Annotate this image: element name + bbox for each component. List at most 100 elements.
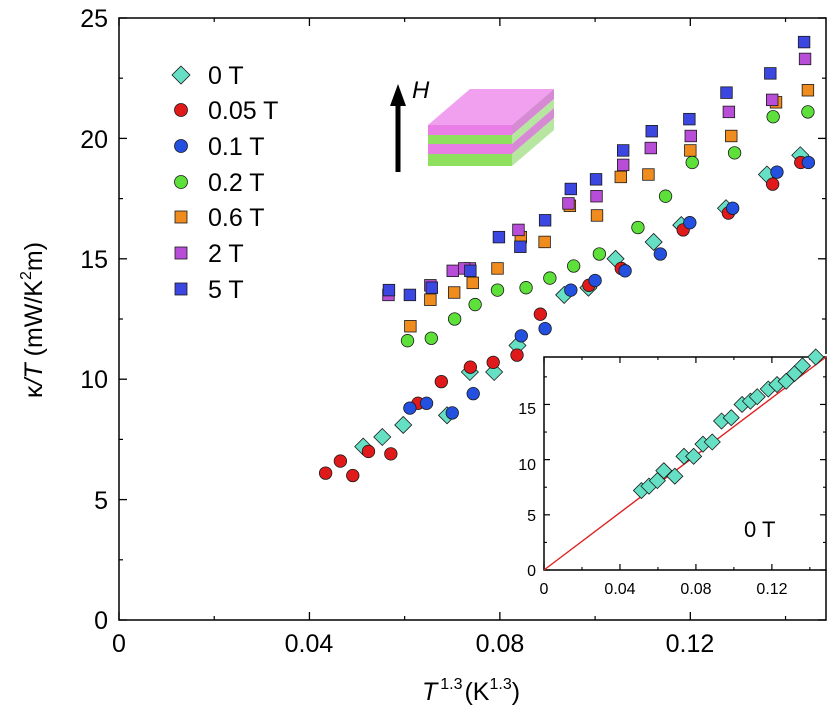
- y-tick-label-10: 10: [80, 366, 108, 394]
- data-point-2t: [446, 264, 459, 278]
- legend-item-5t: 5 T: [174, 276, 244, 304]
- data-point-0-05t: [766, 177, 780, 191]
- data-point-0-1t: [801, 155, 816, 170]
- data-point-0-2t: [685, 155, 699, 170]
- crystal-side-pink-2: [512, 108, 554, 154]
- data-point-0t: [485, 362, 504, 382]
- legend-item-0-1t: 0.1 T: [174, 133, 265, 161]
- data-point-2t: [798, 52, 812, 66]
- y-tick-label-25: 25: [80, 5, 108, 33]
- inset-x-tick-label-0-04: 0.04: [604, 581, 635, 598]
- data-point-2t: [512, 223, 525, 237]
- data-point-2t: [617, 158, 630, 172]
- data-point-0-2t: [801, 105, 815, 119]
- y-tick-label-5: 5: [94, 487, 108, 515]
- data-point-0-6t: [466, 276, 479, 290]
- crystal-layer-pink-1: [428, 125, 512, 135]
- inset-data-point: [807, 348, 825, 366]
- data-point-5t: [514, 240, 527, 253]
- data-point-0-05t: [486, 355, 500, 369]
- data-point-5t: [492, 230, 506, 244]
- x-axis-title: T 1.3(K1.3): [422, 676, 520, 706]
- series-0-2t: [400, 105, 815, 348]
- y-axis-title: κ/T (mW/K2m): [18, 242, 48, 398]
- data-point-5t: [764, 67, 777, 80]
- data-point-0-1t: [419, 396, 434, 410]
- inset-data-point: [793, 357, 812, 375]
- inset-data-point: [722, 409, 740, 427]
- legend-item-0-6t: 0.6 T: [174, 204, 265, 232]
- inset-y-tick-labels: 0 5 10 15: [518, 401, 536, 580]
- data-point-0-05t: [384, 447, 398, 461]
- x-tick-label-0-04: 0.04: [285, 630, 334, 658]
- field-annotation: H: [390, 77, 430, 172]
- y-title-unit-exp: 2: [18, 271, 35, 280]
- data-point-0-2t: [766, 110, 780, 124]
- data-point-0-6t: [491, 262, 504, 275]
- data-point-0-6t: [424, 293, 437, 306]
- legend-item-0t: 0 T: [171, 62, 244, 90]
- crystal-side-green-2: [512, 118, 554, 166]
- data-point-0-1t: [770, 165, 784, 179]
- inset-data-points: [632, 348, 825, 500]
- series-5t: [382, 35, 811, 302]
- y-title-unit: (mW/K: [20, 280, 48, 364]
- series-0-1t: [403, 155, 816, 420]
- data-point-0-2t: [567, 259, 581, 273]
- data-point-5t: [589, 173, 603, 186]
- inset-data-point: [748, 388, 766, 406]
- legend-label-5t: 5 T: [208, 276, 244, 304]
- legend-item-2t: 2 T: [174, 240, 244, 268]
- x-tick-label-0: 0: [112, 630, 126, 658]
- data-point-0-05t: [533, 307, 547, 321]
- inset-y-tick-label-0: 0: [527, 563, 536, 580]
- inset-y-tick-label-5: 5: [527, 508, 536, 525]
- data-point-0-2t: [519, 281, 533, 295]
- data-point-0-2t: [658, 189, 673, 203]
- y-title-unit-close: m): [20, 242, 48, 271]
- legend-label-0-1t: 0.1 T: [208, 133, 265, 161]
- data-point-5t: [720, 86, 733, 99]
- x-title-unit: (K: [464, 678, 489, 706]
- data-point-2t: [766, 93, 779, 107]
- data-point-0-1t: [564, 283, 578, 297]
- legend: 0 T 0.05 T 0.1 T 0.2 T 0.6 T 2 T 5 T: [171, 62, 278, 304]
- data-point-0-6t: [404, 320, 417, 333]
- legend-marker-0-05t: [174, 103, 188, 117]
- legend-item-0-05t: 0.05 T: [174, 97, 278, 125]
- data-point-0-2t: [592, 247, 607, 261]
- inset-axis-ticks: [543, 357, 826, 571]
- data-point-0-05t: [361, 444, 376, 459]
- data-point-5t: [464, 264, 477, 278]
- inset-series-0t: [632, 348, 825, 500]
- legend-label-0-05t: 0.05 T: [208, 97, 278, 125]
- data-point-0t: [644, 232, 663, 252]
- y-tick-label-15: 15: [80, 246, 108, 274]
- y-tick-label-0: 0: [94, 607, 108, 635]
- legend-label-0-6t: 0.6 T: [208, 204, 265, 232]
- data-point-0-2t: [424, 331, 438, 345]
- legend-label-0t: 0 T: [208, 62, 244, 90]
- main-y-tick-labels: 0 5 10 15 20 25: [80, 5, 108, 635]
- data-point-0-1t: [726, 201, 740, 215]
- crystal-layer-pink-2: [428, 144, 512, 154]
- data-point-2t: [590, 190, 603, 203]
- x-title-unit-close: ): [512, 678, 520, 706]
- data-point-0-2t: [631, 220, 645, 235]
- data-point-2t: [562, 197, 575, 210]
- data-point-0-6t: [538, 235, 551, 249]
- field-arrow-head: [390, 84, 406, 106]
- data-point-5t: [403, 288, 417, 302]
- legend-marker-5t: [174, 282, 188, 296]
- y-title-over-t: /T: [20, 362, 48, 388]
- legend-marker-2t: [174, 246, 188, 260]
- data-point-5t: [538, 214, 552, 227]
- data-point-0-6t: [590, 209, 604, 222]
- legend-marker-0t: [171, 65, 191, 85]
- data-point-0-1t: [618, 264, 632, 278]
- data-point-0-2t: [490, 283, 505, 297]
- inset-x-tick-labels: 0 0.04 0.08 0.12: [540, 581, 788, 598]
- inset-data-point: [666, 467, 684, 485]
- legend-marker-0-2t: [174, 175, 188, 189]
